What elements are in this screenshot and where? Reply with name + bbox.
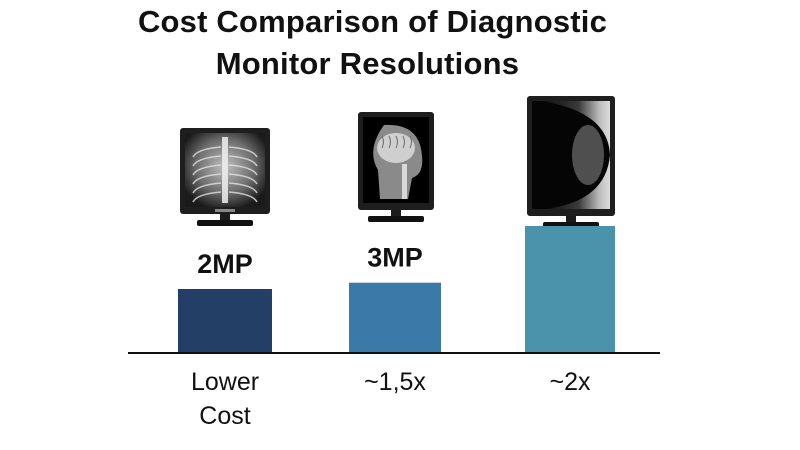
mammography-monitor-icon — [527, 96, 615, 228]
cost-label-1-line-1: Lower — [191, 368, 259, 396]
bar-1 — [178, 289, 272, 352]
cost-label-3: ~2x — [549, 368, 591, 396]
cost-label-1-line-2: Cost — [199, 402, 250, 430]
resolution-label-1: 2MP — [197, 249, 253, 279]
chest-xray-monitor-icon — [180, 128, 270, 226]
resolution-label-2: 3MP — [367, 243, 423, 273]
bar-2 — [349, 282, 441, 352]
bar-3 — [525, 226, 615, 352]
chart-title-line-2: Monitor Resolutions — [215, 46, 520, 81]
chart-title-line-1: Cost Comparison of Diagnostic — [137, 4, 608, 39]
cost-label-2: ~1,5x — [364, 368, 426, 396]
head-mri-monitor-icon — [358, 112, 434, 222]
